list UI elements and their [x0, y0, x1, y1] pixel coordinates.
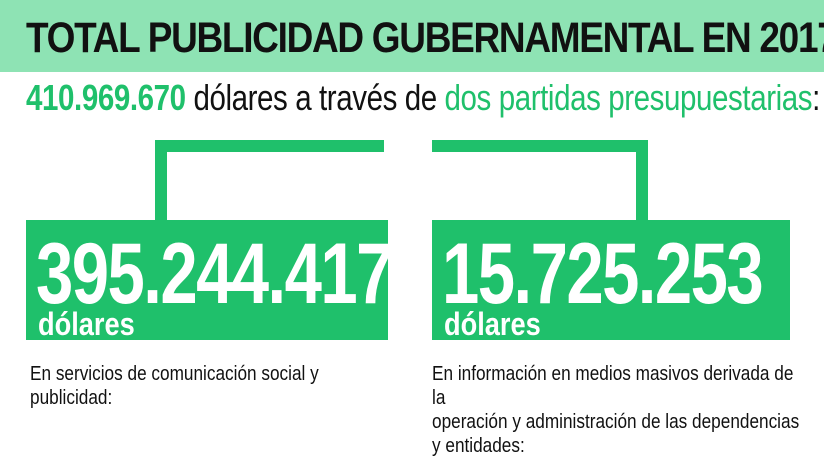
summary-line: 410.969.670 dólares a través de dos part… [26, 74, 820, 122]
header-band [0, 0, 824, 72]
page-title: TOTAL PUBLICIDAD GUBERNAMENTAL EN 2017: [26, 14, 824, 62]
summary-highlight: dos partidas presupuestarias [444, 77, 813, 118]
right-connector-vertical [636, 140, 648, 222]
right-connector-horizontal [432, 140, 648, 152]
left-connector-vertical [155, 140, 167, 222]
partida-1-unit: dólares [38, 306, 135, 342]
partida-2-description-line-2: operación y administración de las depend… [432, 411, 800, 433]
partida-2-description-line-1: En información en medios masivos derivad… [432, 363, 794, 409]
partida-1-amount: 395.244.417 [36, 226, 393, 322]
left-connector-horizontal [155, 140, 384, 152]
partida-2-description: En información en medios masivos derivad… [432, 362, 810, 458]
partida-2-description-line-3: y entidades: [432, 435, 525, 457]
partida-box-1: 395.244.417 dólares [26, 220, 393, 342]
partida-2-amount: 15.725.253 [442, 226, 764, 322]
partida-box-2: 15.725.253 dólares [432, 220, 790, 342]
summary-text: dólares a través de [193, 77, 437, 118]
summary-colon: : [812, 77, 820, 118]
partida-1-description: En servicios de comunicación social y pu… [30, 363, 319, 409]
total-amount: 410.969.670 [26, 77, 186, 118]
partida-2-unit: dólares [444, 306, 541, 342]
